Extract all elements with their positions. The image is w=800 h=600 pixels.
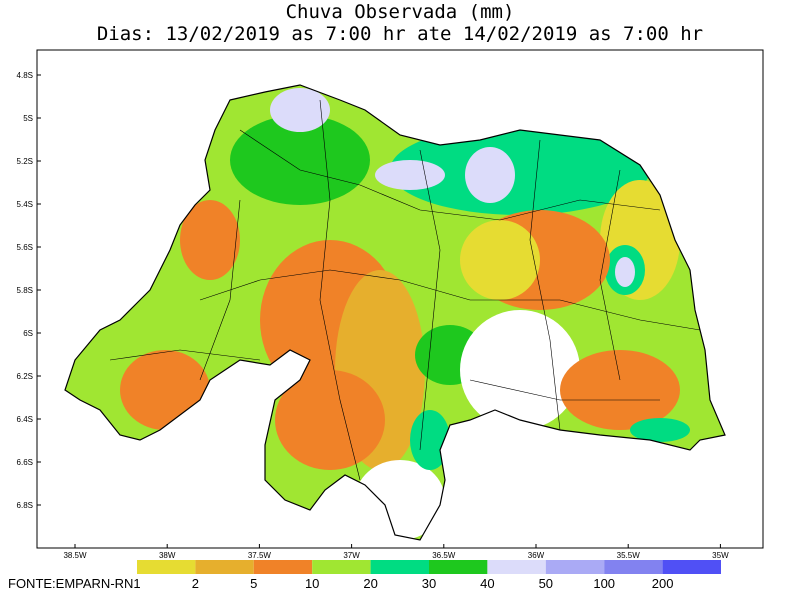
field-area (270, 88, 330, 132)
map-subtitle: Dias: 13/02/2019 as 7:00 hr ate 14/02/20… (97, 23, 703, 45)
legend-label: 5 (250, 576, 257, 591)
legend-swatch (545, 560, 605, 574)
legend-label: 1 (133, 576, 140, 591)
legend-swatch (137, 560, 196, 574)
lon-label: 38.5W (63, 551, 87, 560)
legend-label: 20 (363, 576, 377, 591)
legend-label: 50 (539, 576, 553, 591)
lat-label: 4.8S (17, 71, 33, 80)
boundary (239, 129, 661, 221)
legend-label: 10 (305, 576, 319, 591)
legend-swatch (429, 560, 488, 574)
boundary (469, 379, 660, 401)
rain-field (65, 85, 725, 540)
lat-label: 6.2S (17, 372, 33, 381)
legend-label: 30 (422, 576, 436, 591)
boundary (529, 139, 561, 431)
field-area (615, 257, 635, 287)
legend-swatch (370, 560, 429, 574)
legend-swatch (604, 560, 663, 574)
lat-label: 6.4S (17, 415, 33, 424)
lat-label: 5.8S (17, 286, 33, 295)
field-area (465, 147, 515, 203)
lat-label: 6S (23, 329, 33, 338)
legend-label: 200 (652, 576, 674, 591)
boundary (599, 169, 621, 381)
legend-label: 100 (593, 576, 615, 591)
legend-swatch (487, 560, 546, 574)
field-area (230, 115, 370, 205)
legend-swatch (312, 560, 371, 574)
field-area (410, 410, 450, 470)
lat-label: 5S (23, 114, 33, 123)
field-area (560, 350, 680, 430)
legend-swatch (195, 560, 254, 574)
boundary (319, 99, 361, 481)
lon-label: 35W (712, 551, 729, 560)
legend: 1 2 5 10 20 30 40 50 100 200 (133, 560, 721, 591)
map-title: Chuva Observada (mm) (286, 1, 515, 23)
field-area (630, 418, 690, 442)
lat-label: 5.2S (17, 157, 33, 166)
lat-label: 6.8S (17, 501, 33, 510)
legend-label: 2 (192, 576, 199, 591)
field-area (180, 200, 240, 280)
lat-label: 6.6S (17, 458, 33, 467)
field-area (355, 460, 445, 540)
boundary (419, 149, 441, 451)
boundary (199, 199, 241, 381)
source: FONTE:EMPARN-RN (8, 576, 133, 591)
axis-labels: 4.8S 5S 5.2S 5.4S 5.6S 5.8S 6S 6.2S 6.4S 6.6S 6.8S… (17, 71, 730, 560)
lon-label: 36.5W (432, 551, 456, 560)
boundary (199, 269, 701, 331)
lon-label: 37W (343, 551, 360, 560)
legend-swatch (253, 560, 313, 574)
lon-label: 38W (159, 551, 176, 560)
field-area (275, 370, 385, 470)
map-frame (36, 49, 764, 549)
field-area (460, 310, 580, 430)
lon-label: 37.5W (248, 551, 272, 560)
field-area (375, 160, 445, 190)
lat-label: 5.6S (17, 243, 33, 252)
field-area (120, 350, 210, 430)
lon-label: 36W (528, 551, 545, 560)
field-area (390, 125, 650, 215)
legend-label: 40 (480, 576, 494, 591)
boundary (109, 349, 261, 361)
field-area (460, 220, 540, 300)
lat-label: 5.4S (17, 200, 33, 209)
legend-swatch (662, 560, 721, 574)
municipal-lines (109, 99, 701, 481)
lon-label: 35.5W (617, 551, 641, 560)
